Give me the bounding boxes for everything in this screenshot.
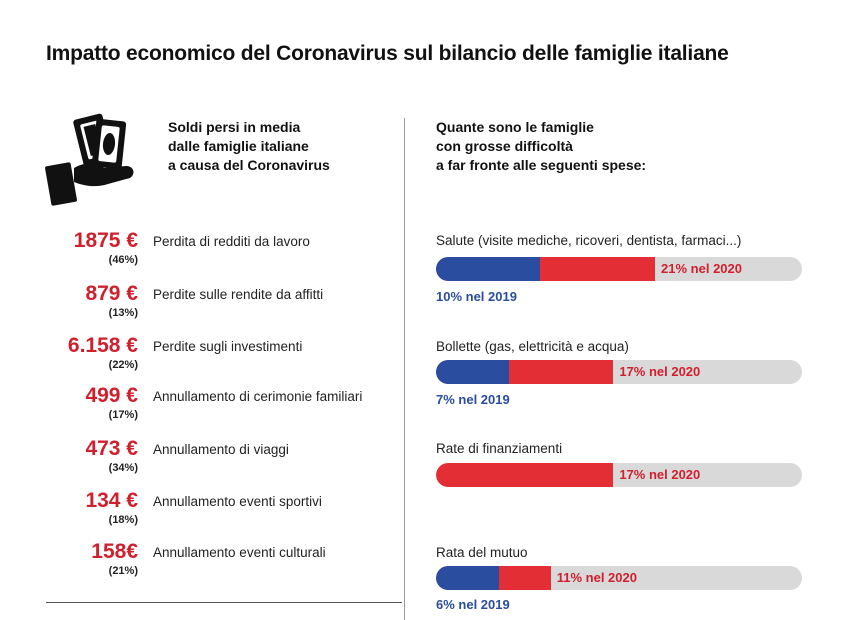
- loss-row: 134 € (18%) Annullamento eventi sportivi: [40, 489, 400, 539]
- left-heading-line: dalle famiglie italiane: [168, 138, 309, 154]
- category-label: Bollette (gas, elettricità e acqua): [436, 339, 629, 354]
- right-heading: Quante sono le famiglie con grosse diffi…: [436, 118, 646, 175]
- loss-value: 1875 €: [73, 229, 138, 252]
- loss-value: 499 €: [85, 384, 138, 407]
- right-heading-line: a far fronte alle seguenti spese:: [436, 157, 647, 173]
- bar-2019-label: 7% nel 2019: [436, 392, 510, 407]
- loss-row: 158€ (21%) Annullamento eventi culturali: [40, 540, 400, 590]
- loss-label: Annullamento di viaggi: [153, 442, 289, 457]
- loss-value: 6.158 €: [67, 334, 138, 357]
- bar-track: 17% nel 2020: [436, 360, 802, 384]
- loss-value: 158€: [91, 540, 138, 563]
- right-heading-line: Quante sono le famiglie: [436, 119, 594, 135]
- loss-share: (21%): [108, 565, 138, 577]
- loss-row: 473 € (34%) Annullamento di viaggi: [40, 437, 400, 487]
- loss-label: Annullamento eventi culturali: [153, 545, 326, 560]
- loss-label: Annullamento di cerimonie familiari: [153, 389, 363, 404]
- loss-share: (22%): [108, 359, 138, 371]
- left-heading: Soldi persi in media dalle famiglie ital…: [168, 118, 330, 175]
- loss-label: Perdite sugli investimenti: [153, 339, 303, 354]
- loss-share: (34%): [108, 462, 138, 474]
- bar-track: 11% nel 2020: [436, 566, 802, 590]
- bar-2019: [436, 566, 499, 590]
- loss-row: 1875 € (46%) Perdita di redditi da lavor…: [40, 229, 400, 279]
- bar-track: 17% nel 2020: [436, 463, 802, 487]
- page-title: Impatto economico del Coronavirus sul bi…: [46, 42, 729, 65]
- loss-share: (46%): [108, 254, 138, 266]
- bar-2020: [436, 463, 614, 487]
- right-heading-line: con grosse difficoltà: [436, 138, 573, 154]
- category-label: Salute (visite mediche, ricoveri, dentis…: [436, 233, 742, 248]
- bar-2020-label: 17% nel 2020: [619, 364, 701, 379]
- bar-2019: [436, 257, 541, 281]
- loss-label: Annullamento eventi sportivi: [153, 494, 322, 509]
- bar-2019: [436, 360, 510, 384]
- left-heading-line: Soldi persi in media: [168, 119, 301, 135]
- loss-value: 879 €: [85, 282, 138, 305]
- column-divider: [404, 118, 405, 620]
- loss-row: 6.158 € (22%) Perdite sugli investimenti: [40, 334, 400, 384]
- bar-2020-label: 21% nel 2020: [661, 261, 742, 276]
- category-label: Rata del mutuo: [436, 545, 528, 560]
- bar-2019-label: 6% nel 2019: [436, 597, 510, 612]
- loss-share: (13%): [108, 307, 138, 319]
- bar-2020-label: 17% nel 2020: [619, 467, 701, 482]
- loss-value: 134 €: [85, 489, 138, 512]
- bar-track: 21% nel 2020: [436, 257, 802, 281]
- bar-2020-label: 11% nel 2020: [556, 570, 637, 585]
- loss-row: 879 € (13%) Perdite sulle rendite da aff…: [40, 282, 400, 332]
- loss-share: (17%): [108, 409, 138, 421]
- bottom-divider: [46, 602, 402, 603]
- hand-holding-money-icon: [45, 113, 134, 206]
- loss-label: Perdita di redditi da lavoro: [153, 234, 310, 249]
- bar-2019-label: 10% nel 2019: [436, 289, 517, 304]
- loss-value: 473 €: [85, 437, 138, 460]
- loss-row: 499 € (17%) Annullamento di cerimonie fa…: [40, 384, 400, 434]
- loss-label: Perdite sulle rendite da affitti: [153, 287, 324, 302]
- category-label: Rate di finanziamenti: [436, 441, 563, 456]
- loss-share: (18%): [108, 514, 138, 526]
- left-heading-line: a causa del Coronavirus: [168, 157, 330, 173]
